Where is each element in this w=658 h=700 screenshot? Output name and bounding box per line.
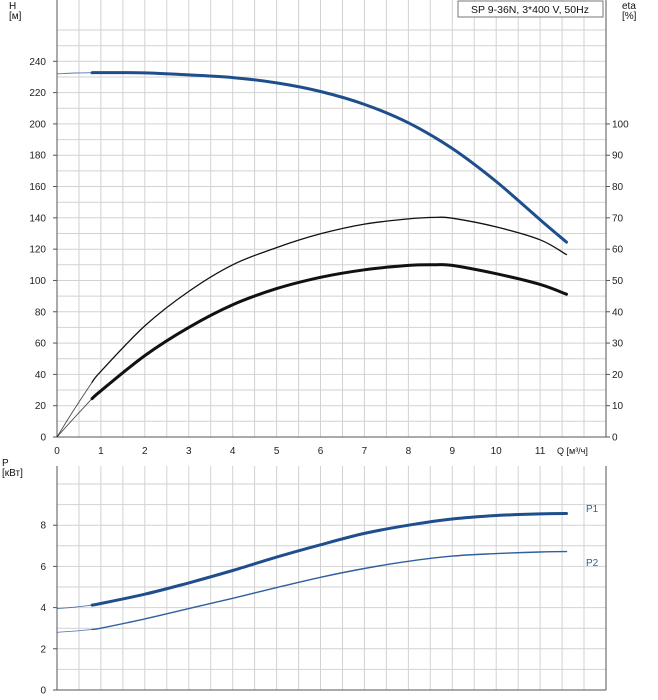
y-tick-label-head: 160: [29, 182, 46, 193]
axis-label-line: eta: [622, 1, 636, 12]
y-tick-label-eta: 60: [612, 245, 624, 256]
x-tick-label: 8: [406, 446, 412, 457]
y-tick-label-head: 0: [40, 433, 46, 444]
y-tick-label-eta: 30: [612, 339, 624, 350]
y-tick-label-head: 20: [35, 401, 47, 412]
x-axis-label: Q [м³/ч]: [557, 446, 588, 456]
axis-label-line: [кВт]: [2, 468, 23, 479]
head-curve-extension: [56, 72, 93, 75]
y-axis-label-power: P [кВт]: [2, 458, 23, 479]
y-tick-label-eta: 0: [612, 433, 618, 444]
y-tick-label-eta: 10: [612, 401, 624, 412]
y-tick-label-power: 8: [40, 521, 46, 532]
y-tick-label-head: 180: [29, 151, 46, 162]
bottom-panel-grid: [57, 466, 606, 690]
chart-title: SP 9-36N, 3*400 V, 50Hz: [471, 4, 589, 16]
axis-label-line: [%]: [622, 11, 637, 22]
head-curve: [90, 71, 568, 244]
x-tick-label: 2: [142, 446, 148, 457]
y-tick-label-head: 80: [35, 307, 47, 318]
efficiency-total-curve: [90, 263, 568, 401]
efficiency-total-curve-extension: [56, 398, 93, 438]
power-p1-curve-extension: [56, 604, 93, 610]
series-label-p2: P2: [586, 558, 599, 569]
y-tick-label-eta: 20: [612, 370, 624, 381]
y-tick-label-eta: 80: [612, 182, 624, 193]
x-tick-label: 7: [362, 446, 368, 457]
y-tick-label-head: 200: [29, 119, 46, 130]
chart-series: [56, 71, 568, 633]
axis-label-line: P: [2, 458, 9, 469]
y-tick-label-head: 100: [29, 276, 46, 287]
chart-axes: [56, 0, 607, 691]
x-tick-label: 11: [535, 446, 546, 457]
y-tick-label-head: 140: [29, 213, 46, 224]
y-axis-label-eta: eta [%]: [622, 1, 637, 22]
y-tick-label-head: 120: [29, 245, 46, 256]
y-axis-label-head: H [м]: [9, 1, 22, 22]
x-tick-label: 10: [491, 446, 503, 457]
title-box-frame: [457, 0, 604, 18]
y-tick-label-power: 0: [40, 686, 46, 697]
x-tick-label: 6: [318, 446, 324, 457]
efficiency-hydraulic-curve-extension: [56, 381, 93, 438]
x-tick-label: 1: [98, 446, 104, 457]
y-tick-label-power: 6: [40, 562, 46, 573]
series-label-p1: P1: [586, 504, 599, 515]
tick-labels: 0 1 2 3 4 5 6 7 8 9 10 1102040608010012014016018020…: [29, 57, 629, 697]
x-tick-label: 0: [54, 446, 60, 457]
x-tick-label: 9: [450, 446, 456, 457]
chart-title-box: SP 9-36N, 3*400 V, 50Hz: [457, 0, 604, 18]
y-tick-label-head: 240: [29, 57, 46, 68]
y-tick-label-head: 220: [29, 88, 46, 99]
y-tick-label-eta: 50: [612, 276, 624, 287]
top-panel-grid: [57, 0, 606, 437]
axis-label-line: [м]: [9, 11, 22, 22]
y-tick-label-eta: 40: [612, 307, 624, 318]
y-tick-label-head: 40: [35, 370, 47, 381]
x-tick-label: 4: [230, 446, 236, 457]
efficiency-hydraulic-curve: [91, 216, 568, 383]
x-tick-label: 3: [186, 446, 192, 457]
y-tick-label-head: 60: [35, 339, 47, 350]
power-p1-curve: [90, 512, 568, 607]
x-tick-label: 5: [274, 446, 280, 457]
y-tick-label-power: 2: [40, 644, 46, 655]
axis-label-line: H: [9, 1, 16, 12]
power-p2-curve-extension: [56, 628, 93, 633]
power-p2-curve: [91, 550, 568, 631]
y-tick-label-eta: 100: [612, 119, 629, 130]
y-tick-label-power: 4: [40, 603, 46, 614]
y-tick-label-eta: 90: [612, 151, 624, 162]
y-tick-label-eta: 70: [612, 213, 624, 224]
